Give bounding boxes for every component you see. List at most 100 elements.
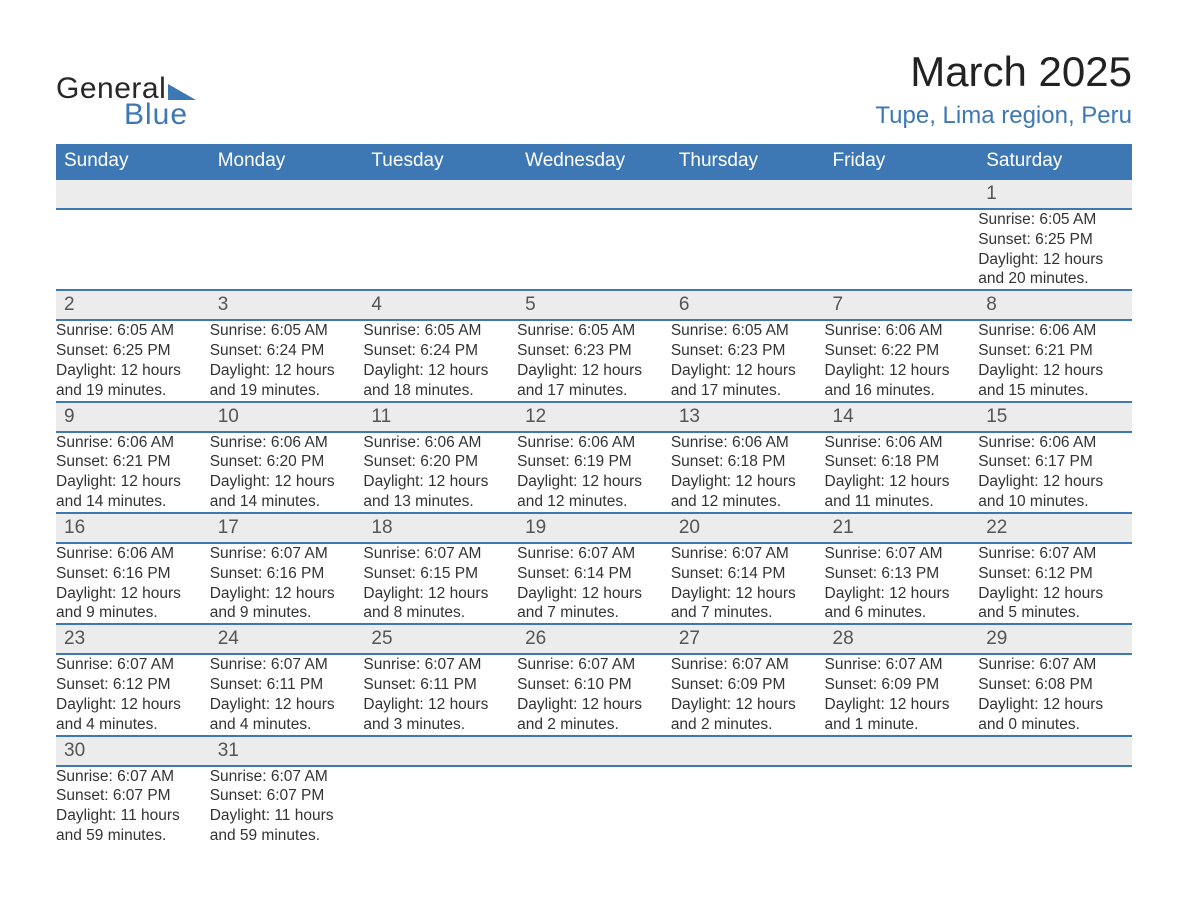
daylight-line: Daylight: 12 hours and 20 minutes. xyxy=(978,250,1132,290)
day-details: Sunrise: 6:05 AMSunset: 6:24 PMDaylight:… xyxy=(363,321,517,400)
sunset-line: Sunset: 6:16 PM xyxy=(56,564,210,584)
day-details: Sunrise: 6:07 AMSunset: 6:11 PMDaylight:… xyxy=(210,655,364,734)
day-number: 17 xyxy=(210,514,364,542)
sunset-line: Sunset: 6:17 PM xyxy=(978,452,1132,472)
sunrise-line: Sunrise: 6:06 AM xyxy=(517,433,671,453)
empty-cell xyxy=(671,209,825,290)
empty-cell xyxy=(363,736,517,766)
day-details: Sunrise: 6:07 AMSunset: 6:12 PMDaylight:… xyxy=(56,655,210,734)
day-details: Sunrise: 6:06 AMSunset: 6:20 PMDaylight:… xyxy=(363,433,517,512)
daylight-line: Daylight: 12 hours and 14 minutes. xyxy=(210,472,364,512)
empty-cell xyxy=(825,766,979,846)
daylight-line: Daylight: 12 hours and 6 minutes. xyxy=(825,584,979,624)
sunset-line: Sunset: 6:20 PM xyxy=(210,452,364,472)
daylight-line: Daylight: 12 hours and 3 minutes. xyxy=(363,695,517,735)
daylight-line: Daylight: 12 hours and 8 minutes. xyxy=(363,584,517,624)
empty-cell xyxy=(825,209,979,290)
sunrise-line: Sunrise: 6:07 AM xyxy=(517,544,671,564)
daylight-line: Daylight: 12 hours and 14 minutes. xyxy=(56,472,210,512)
day-number: 13 xyxy=(671,403,825,431)
day-details: Sunrise: 6:05 AMSunset: 6:23 PMDaylight:… xyxy=(517,321,671,400)
day-number: 10 xyxy=(210,403,364,431)
month-title: March 2025 xyxy=(875,48,1132,96)
day-details: Sunrise: 6:06 AMSunset: 6:21 PMDaylight:… xyxy=(56,433,210,512)
empty-cell xyxy=(978,736,1132,766)
sunrise-line: Sunrise: 6:07 AM xyxy=(56,767,210,787)
daylight-line: Daylight: 12 hours and 4 minutes. xyxy=(210,695,364,735)
daylight-line: Daylight: 12 hours and 9 minutes. xyxy=(56,584,210,624)
day-number: 25 xyxy=(363,625,517,653)
day-details: Sunrise: 6:06 AMSunset: 6:22 PMDaylight:… xyxy=(825,321,979,400)
day-details: Sunrise: 6:06 AMSunset: 6:18 PMDaylight:… xyxy=(825,433,979,512)
sunset-line: Sunset: 6:24 PM xyxy=(210,341,364,361)
logo-text-blue: Blue xyxy=(124,100,200,130)
sunrise-line: Sunrise: 6:06 AM xyxy=(825,433,979,453)
weekday-header: Tuesday xyxy=(363,144,517,179)
sunset-line: Sunset: 6:09 PM xyxy=(825,675,979,695)
page-header: General Blue March 2025 Tupe, Lima regio… xyxy=(56,48,1132,130)
sunset-line: Sunset: 6:12 PM xyxy=(978,564,1132,584)
sunrise-line: Sunrise: 6:06 AM xyxy=(825,321,979,341)
day-number: 1 xyxy=(978,180,1132,208)
sunset-line: Sunset: 6:23 PM xyxy=(517,341,671,361)
day-number: 9 xyxy=(56,403,210,431)
day-number: 27 xyxy=(671,625,825,653)
sunrise-line: Sunrise: 6:06 AM xyxy=(978,433,1132,453)
sunset-line: Sunset: 6:11 PM xyxy=(363,675,517,695)
day-number: 2 xyxy=(56,291,210,319)
day-details: Sunrise: 6:07 AMSunset: 6:15 PMDaylight:… xyxy=(363,544,517,623)
sunrise-line: Sunrise: 6:07 AM xyxy=(56,655,210,675)
sunrise-line: Sunrise: 6:06 AM xyxy=(56,433,210,453)
day-number: 31 xyxy=(210,737,364,765)
day-details: Sunrise: 6:06 AMSunset: 6:17 PMDaylight:… xyxy=(978,433,1132,512)
sunrise-line: Sunrise: 6:07 AM xyxy=(671,544,825,564)
day-details: Sunrise: 6:07 AMSunset: 6:14 PMDaylight:… xyxy=(671,544,825,623)
day-number: 5 xyxy=(517,291,671,319)
empty-cell xyxy=(210,179,364,209)
day-details: Sunrise: 6:07 AMSunset: 6:07 PMDaylight:… xyxy=(210,767,364,846)
day-details: Sunrise: 6:07 AMSunset: 6:07 PMDaylight:… xyxy=(56,767,210,846)
calendar-table: SundayMondayTuesdayWednesdayThursdayFrid… xyxy=(56,144,1132,846)
day-number: 30 xyxy=(56,737,210,765)
daylight-line: Daylight: 12 hours and 13 minutes. xyxy=(363,472,517,512)
sunrise-line: Sunrise: 6:06 AM xyxy=(210,433,364,453)
day-details: Sunrise: 6:05 AMSunset: 6:24 PMDaylight:… xyxy=(210,321,364,400)
empty-cell xyxy=(517,209,671,290)
daylight-line: Daylight: 12 hours and 12 minutes. xyxy=(517,472,671,512)
sunrise-line: Sunrise: 6:05 AM xyxy=(56,321,210,341)
empty-cell xyxy=(825,736,979,766)
sunset-line: Sunset: 6:12 PM xyxy=(56,675,210,695)
day-number: 8 xyxy=(978,291,1132,319)
sunrise-line: Sunrise: 6:07 AM xyxy=(363,544,517,564)
weekday-header: Sunday xyxy=(56,144,210,179)
day-details: Sunrise: 6:06 AMSunset: 6:21 PMDaylight:… xyxy=(978,321,1132,400)
sunrise-line: Sunrise: 6:07 AM xyxy=(978,655,1132,675)
empty-cell xyxy=(671,179,825,209)
empty-cell xyxy=(363,209,517,290)
sunset-line: Sunset: 6:18 PM xyxy=(671,452,825,472)
sunrise-line: Sunrise: 6:06 AM xyxy=(363,433,517,453)
empty-cell xyxy=(517,736,671,766)
sunrise-line: Sunrise: 6:06 AM xyxy=(978,321,1132,341)
empty-cell xyxy=(825,179,979,209)
sunset-line: Sunset: 6:25 PM xyxy=(978,230,1132,250)
sunrise-line: Sunrise: 6:07 AM xyxy=(210,767,364,787)
daylight-line: Daylight: 12 hours and 9 minutes. xyxy=(210,584,364,624)
daylight-line: Daylight: 12 hours and 7 minutes. xyxy=(671,584,825,624)
empty-cell xyxy=(517,179,671,209)
daylight-line: Daylight: 12 hours and 12 minutes. xyxy=(671,472,825,512)
sunset-line: Sunset: 6:18 PM xyxy=(825,452,979,472)
daylight-line: Daylight: 12 hours and 7 minutes. xyxy=(517,584,671,624)
sunrise-line: Sunrise: 6:05 AM xyxy=(671,321,825,341)
empty-cell xyxy=(56,209,210,290)
day-details: Sunrise: 6:06 AMSunset: 6:19 PMDaylight:… xyxy=(517,433,671,512)
empty-cell xyxy=(517,766,671,846)
weekday-header: Thursday xyxy=(671,144,825,179)
day-details: Sunrise: 6:07 AMSunset: 6:12 PMDaylight:… xyxy=(978,544,1132,623)
day-number: 23 xyxy=(56,625,210,653)
daylight-line: Daylight: 12 hours and 5 minutes. xyxy=(978,584,1132,624)
sunrise-line: Sunrise: 6:05 AM xyxy=(978,210,1132,230)
day-number: 6 xyxy=(671,291,825,319)
day-number: 7 xyxy=(825,291,979,319)
day-details: Sunrise: 6:06 AMSunset: 6:20 PMDaylight:… xyxy=(210,433,364,512)
